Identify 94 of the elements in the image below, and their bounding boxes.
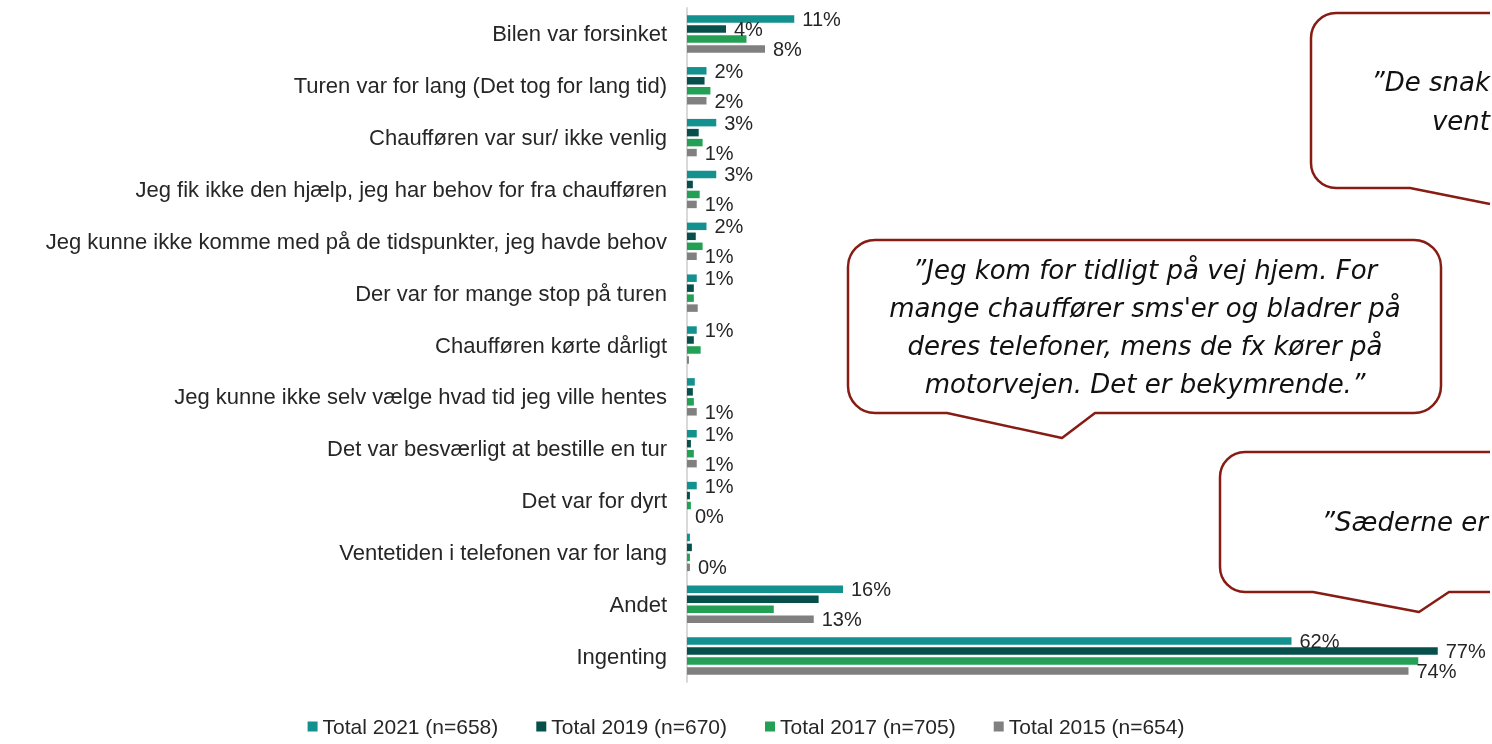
bar xyxy=(687,170,717,179)
data-label: 3% xyxy=(724,111,754,134)
bar xyxy=(687,647,1438,655)
y-tick-label: Jeg kunne ikke komme med på de tidspunkter, jeg havde behov xyxy=(45,228,667,254)
bar xyxy=(687,481,697,490)
y-tick-label: Ventetiden i telefonen var for lang xyxy=(339,539,667,565)
bar xyxy=(687,667,1409,675)
bar xyxy=(687,67,707,75)
y-tick-label: Bilen var forsinket xyxy=(492,21,667,47)
data-label: 1% xyxy=(704,400,734,423)
bar xyxy=(687,615,814,623)
legend-label: Total 2021 (n=658) xyxy=(322,715,499,738)
bar xyxy=(687,232,696,241)
data-label: 0% xyxy=(695,504,725,527)
data-label: 0% xyxy=(697,556,728,579)
bar xyxy=(687,336,694,344)
data-label: 11% xyxy=(802,7,842,30)
data-label: 1% xyxy=(704,245,734,268)
bar xyxy=(687,45,765,53)
bar xyxy=(687,501,691,510)
y-tick-label: Det var for dyrt xyxy=(521,488,667,514)
bar xyxy=(687,222,707,231)
bar xyxy=(687,252,697,261)
bar xyxy=(687,304,698,312)
bar xyxy=(687,96,707,105)
data-label: 1% xyxy=(704,474,734,497)
data-label: 16% xyxy=(851,578,892,601)
data-label: 1% xyxy=(704,319,734,342)
bar xyxy=(687,459,697,468)
data-label: 1% xyxy=(704,141,734,164)
bar xyxy=(687,491,690,500)
data-label: 13% xyxy=(821,608,862,631)
bar xyxy=(687,25,726,33)
bar xyxy=(687,284,694,292)
bar xyxy=(687,180,693,189)
bar xyxy=(687,190,700,199)
y-tick-label: Chaufføren kørte dårligt xyxy=(435,332,667,358)
bar xyxy=(687,605,774,613)
data-label: 4% xyxy=(734,17,764,40)
bar xyxy=(687,533,690,542)
annotation: ”Sæderne er xyxy=(1320,506,1488,539)
bar xyxy=(687,398,694,406)
annotation: ”De snak vent xyxy=(1370,66,1490,138)
bar xyxy=(687,439,691,448)
bar xyxy=(687,657,1419,665)
bar xyxy=(687,595,819,603)
data-label: 2% xyxy=(714,59,744,82)
data-label: 62% xyxy=(1299,630,1340,653)
data-label: 2% xyxy=(714,89,744,112)
y-tick-label: Chaufføren var sur/ ikke venlig xyxy=(369,125,667,151)
data-label: 74% xyxy=(1416,660,1457,683)
bar xyxy=(687,378,695,386)
bar xyxy=(687,87,711,95)
bar xyxy=(687,138,703,147)
bar xyxy=(687,35,747,43)
legend-label: Total 2017 (n=705) xyxy=(780,715,956,738)
bar xyxy=(687,242,703,251)
bar xyxy=(687,637,1292,645)
bar xyxy=(687,449,694,458)
bar xyxy=(687,388,693,396)
bar xyxy=(687,543,692,552)
data-label: 77% xyxy=(1445,640,1486,663)
legend-label: Total 2015 (n=654) xyxy=(1008,715,1185,738)
bar xyxy=(687,294,694,302)
bar xyxy=(687,200,697,209)
data-label: 3% xyxy=(724,163,754,186)
bar xyxy=(687,148,697,157)
bar xyxy=(687,77,705,85)
bar xyxy=(687,274,697,282)
data-label: 8% xyxy=(773,37,803,60)
bar xyxy=(687,128,699,137)
bar xyxy=(687,15,795,23)
data-label: 1% xyxy=(704,267,734,290)
y-tick-label: Ingenting xyxy=(576,643,667,669)
bar xyxy=(687,553,690,562)
y-tick-label: Det var besværligt at bestille en tur xyxy=(327,436,667,462)
annotation: ”Jeg kom for tidligt på vej hjem. For mange chauffører sms'er og bladrer på deres telefoner, mens de fx kører på motorvejen. Det er bekymrende.” xyxy=(888,254,1402,401)
data-label: 2% xyxy=(714,215,744,238)
bar xyxy=(687,326,697,334)
bar xyxy=(687,408,697,416)
y-tick-label: Jeg kunne ikke selv vælge hvad tid jeg ville hentes xyxy=(174,384,667,410)
y-tick-label: Turen var for lang (Det tog for lang tid) xyxy=(293,73,667,99)
bar xyxy=(687,585,843,594)
bar xyxy=(687,346,701,354)
bar xyxy=(687,429,697,438)
data-label: 1% xyxy=(704,422,734,445)
y-tick-label: Jeg fik ikke den hjælp, jeg har behov for fra chaufføren xyxy=(135,176,667,202)
legend-label: Total 2019 (n=670) xyxy=(551,715,728,738)
bar xyxy=(687,118,717,127)
data-label: 1% xyxy=(704,193,734,216)
data-label: 1% xyxy=(704,452,734,475)
bar xyxy=(687,563,690,572)
y-tick-label: Andet xyxy=(609,591,667,617)
y-tick-label: Der var for mange stop på turen xyxy=(355,280,667,306)
